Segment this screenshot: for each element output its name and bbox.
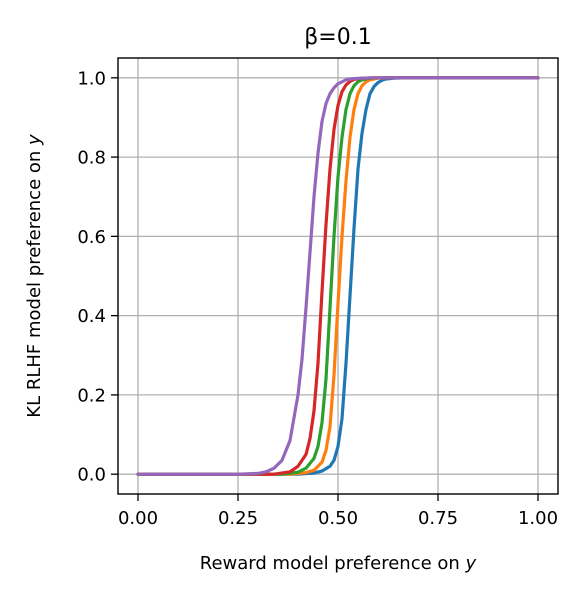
grid [118, 58, 558, 494]
x-axis-label-variable: y [465, 553, 477, 574]
x-axis-label-text: Reward model preference on [200, 553, 466, 574]
y-axis-label: KL RLHF model preference on y [24, 134, 45, 418]
x-axis-label: Reward model preference on y [200, 553, 477, 574]
y-tick-label: 1.0 [77, 68, 106, 89]
x-tick-label: 0.75 [418, 508, 458, 529]
x-tick-label: 0.00 [118, 508, 158, 529]
y-axis-label-text: KL RLHF model preference on [24, 145, 45, 418]
chart-title: β=0.1 [304, 25, 371, 50]
y-ticks: 0.0 0.2 0.4 0.6 0.8 1.0 [77, 68, 118, 486]
y-tick-label: 0.2 [77, 385, 106, 406]
series-lines [136, 76, 540, 476]
y-tick-label: 0.0 [77, 465, 106, 486]
y-axis-label-variable: y [24, 134, 45, 146]
x-ticks: 0.00 0.25 0.50 0.75 1.00 [118, 494, 558, 529]
series-line-5 [136, 76, 540, 476]
y-tick-label: 0.8 [77, 148, 106, 169]
y-tick-label: 0.4 [77, 306, 106, 327]
x-tick-label: 0.25 [218, 508, 258, 529]
y-tick-label: 0.6 [77, 227, 106, 248]
x-tick-label: 1.00 [518, 508, 558, 529]
x-tick-label: 0.50 [318, 508, 358, 529]
